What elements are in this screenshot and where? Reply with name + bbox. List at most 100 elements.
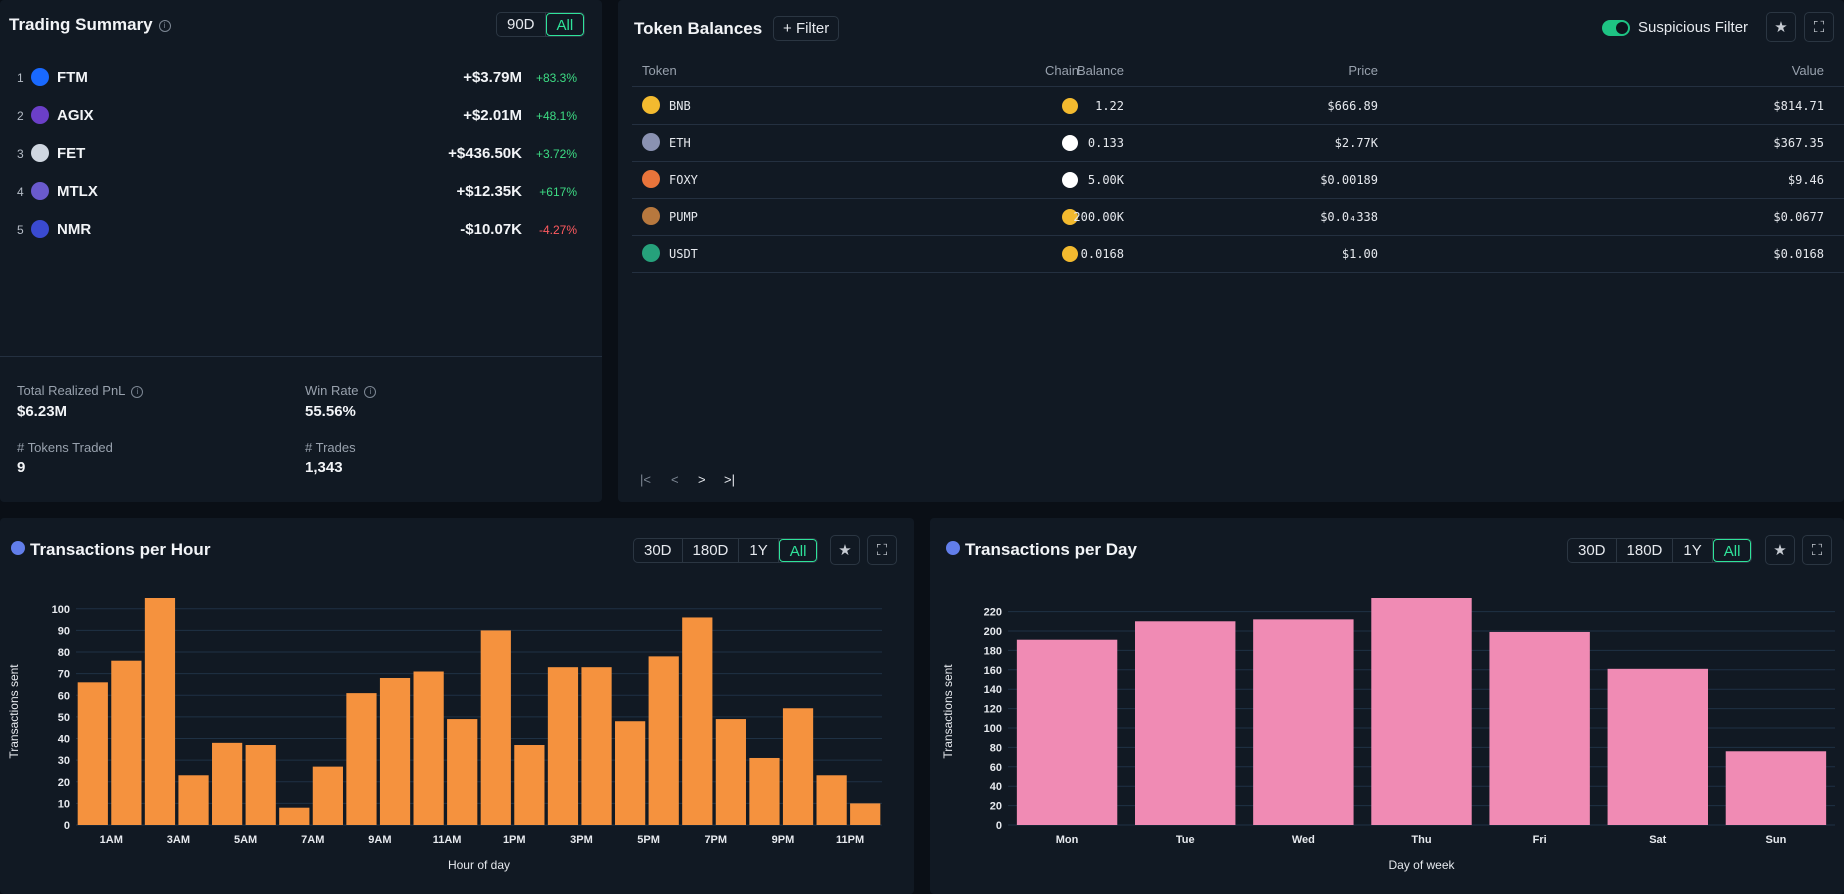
bar[interactable] xyxy=(1607,668,1708,825)
token-row[interactable]: BNB 1.22 $666.89 $814.71 xyxy=(618,87,1844,124)
info-icon[interactable]: i xyxy=(131,385,144,398)
bar[interactable] xyxy=(111,660,142,825)
bar[interactable] xyxy=(178,775,209,825)
y-tick-label: 160 xyxy=(984,665,1002,677)
bar[interactable] xyxy=(715,719,746,825)
plus-icon: + xyxy=(783,20,796,37)
token-row[interactable]: FOXY 5.00K $0.00189 $9.46 xyxy=(618,161,1844,198)
bar[interactable] xyxy=(480,630,511,825)
bar[interactable] xyxy=(447,719,478,825)
prev-page-icon[interactable]: < xyxy=(671,472,679,487)
bar[interactable] xyxy=(1253,619,1354,825)
range-all[interactable]: All xyxy=(1712,539,1752,562)
bar[interactable] xyxy=(850,803,881,825)
bar[interactable] xyxy=(782,708,814,825)
bar[interactable] xyxy=(749,757,780,825)
expand-icon: ⛶ xyxy=(876,541,888,559)
favorite-button[interactable]: ★ xyxy=(830,535,860,565)
trading-row[interactable]: 2 AGIX +$2.01M +48.1% xyxy=(0,97,602,135)
chain-icon xyxy=(1062,246,1078,262)
fullscreen-button[interactable]: ⛶ xyxy=(1802,535,1832,565)
info-icon[interactable]: i xyxy=(158,19,171,32)
bar[interactable] xyxy=(547,667,579,825)
total-pnl-value: $6.23M xyxy=(17,403,68,420)
token-row[interactable]: ETH 0.133 $2.77K $367.35 xyxy=(618,124,1844,161)
col-price[interactable]: Price xyxy=(1348,63,1378,78)
bar[interactable] xyxy=(279,807,310,825)
fullscreen-button[interactable]: ⛶ xyxy=(867,535,897,565)
bar[interactable] xyxy=(1016,639,1118,825)
col-token[interactable]: Token xyxy=(642,63,677,78)
bar[interactable] xyxy=(1725,751,1827,825)
bar[interactable] xyxy=(581,667,612,825)
pnl-percent: +3.72% xyxy=(535,147,577,161)
pnl-percent: +617% xyxy=(539,185,577,199)
bar[interactable] xyxy=(1489,631,1590,825)
bar[interactable] xyxy=(514,745,545,825)
row-divider xyxy=(632,161,1844,162)
fullscreen-button[interactable]: ⛶ xyxy=(1804,12,1834,42)
range-30d[interactable]: 30D xyxy=(1568,539,1617,562)
token-row[interactable]: USDT 0.0168 $1.00 $0.0168 xyxy=(618,235,1844,272)
bar[interactable] xyxy=(379,677,411,825)
favorite-button[interactable]: ★ xyxy=(1766,12,1796,42)
token-symbol: ETH xyxy=(669,136,691,150)
token-balances-title: Token Balances xyxy=(634,19,763,38)
bar[interactable] xyxy=(648,656,679,825)
y-tick-label: 80 xyxy=(990,742,1002,754)
range-90d[interactable]: 90D xyxy=(497,13,546,36)
bar[interactable] xyxy=(1371,598,1472,825)
token-icon xyxy=(642,244,660,262)
expand-icon: ⛶ xyxy=(1813,18,1825,36)
bar[interactable] xyxy=(816,775,847,825)
col-value[interactable]: Value xyxy=(1791,63,1824,78)
win-rate-label: Win Rate i xyxy=(305,383,377,398)
trading-row[interactable]: 5 NMR -$10.07K -4.27% xyxy=(0,211,602,249)
suspicious-filter-label: Suspicious Filter xyxy=(1638,19,1749,36)
x-tick-label: Mon xyxy=(1056,834,1079,846)
bar[interactable] xyxy=(144,598,176,825)
token-row[interactable]: PUMP 200.00K $0.0₄338 $0.0677 xyxy=(618,198,1844,235)
first-page-icon[interactable]: |< xyxy=(640,472,651,487)
trading-row[interactable]: 4 MTLX +$12.35K +617% xyxy=(0,173,602,211)
divider xyxy=(0,356,602,357)
range-all[interactable]: All xyxy=(545,13,585,36)
next-page-icon[interactable]: > xyxy=(698,472,706,487)
range-1y[interactable]: 1Y xyxy=(1673,539,1713,562)
range-180d[interactable]: 180D xyxy=(1617,539,1674,562)
info-icon[interactable]: i xyxy=(364,385,377,398)
bar[interactable] xyxy=(312,766,343,825)
token-icon xyxy=(31,182,49,200)
pnl-value: +$12.35K xyxy=(456,183,522,200)
col-chain[interactable]: Chain xyxy=(1045,63,1079,78)
range-30d[interactable]: 30D xyxy=(634,539,683,562)
bar[interactable] xyxy=(212,742,243,825)
tx-per-hour-panel: Transactions per Hour 30D 180D 1Y All ★ … xyxy=(0,518,914,894)
bar[interactable] xyxy=(615,721,646,825)
star-icon: ★ xyxy=(838,542,852,559)
token-value: $0.0168 xyxy=(1773,247,1824,261)
token-icon xyxy=(642,96,660,114)
bar[interactable] xyxy=(1135,621,1236,825)
suspicious-filter-toggle[interactable] xyxy=(1602,20,1630,36)
filter-button[interactable]: + Filter xyxy=(773,16,840,41)
col-balance[interactable]: Balance xyxy=(1077,63,1124,78)
pnl-percent: +48.1% xyxy=(535,109,577,123)
range-all[interactable]: All xyxy=(778,539,818,562)
token-balance: 200.00K xyxy=(1073,210,1124,224)
y-tick-label: 50 xyxy=(58,712,70,724)
bar[interactable] xyxy=(245,745,276,825)
range-1y[interactable]: 1Y xyxy=(739,539,779,562)
y-tick-label: 220 xyxy=(984,607,1002,619)
trading-row[interactable]: 1 FTM +$3.79M +83.3% xyxy=(0,59,602,97)
favorite-button[interactable]: ★ xyxy=(1765,535,1795,565)
last-page-icon[interactable]: >| xyxy=(724,472,735,487)
chain-icon xyxy=(1062,209,1078,225)
bar[interactable] xyxy=(682,617,713,825)
trading-row[interactable]: 3 FET +$436.50K +3.72% xyxy=(0,135,602,173)
bar[interactable] xyxy=(77,682,108,825)
bar[interactable] xyxy=(413,671,444,825)
x-tick-label: Fri xyxy=(1533,834,1547,846)
range-180d[interactable]: 180D xyxy=(683,539,740,562)
bar[interactable] xyxy=(346,693,377,825)
